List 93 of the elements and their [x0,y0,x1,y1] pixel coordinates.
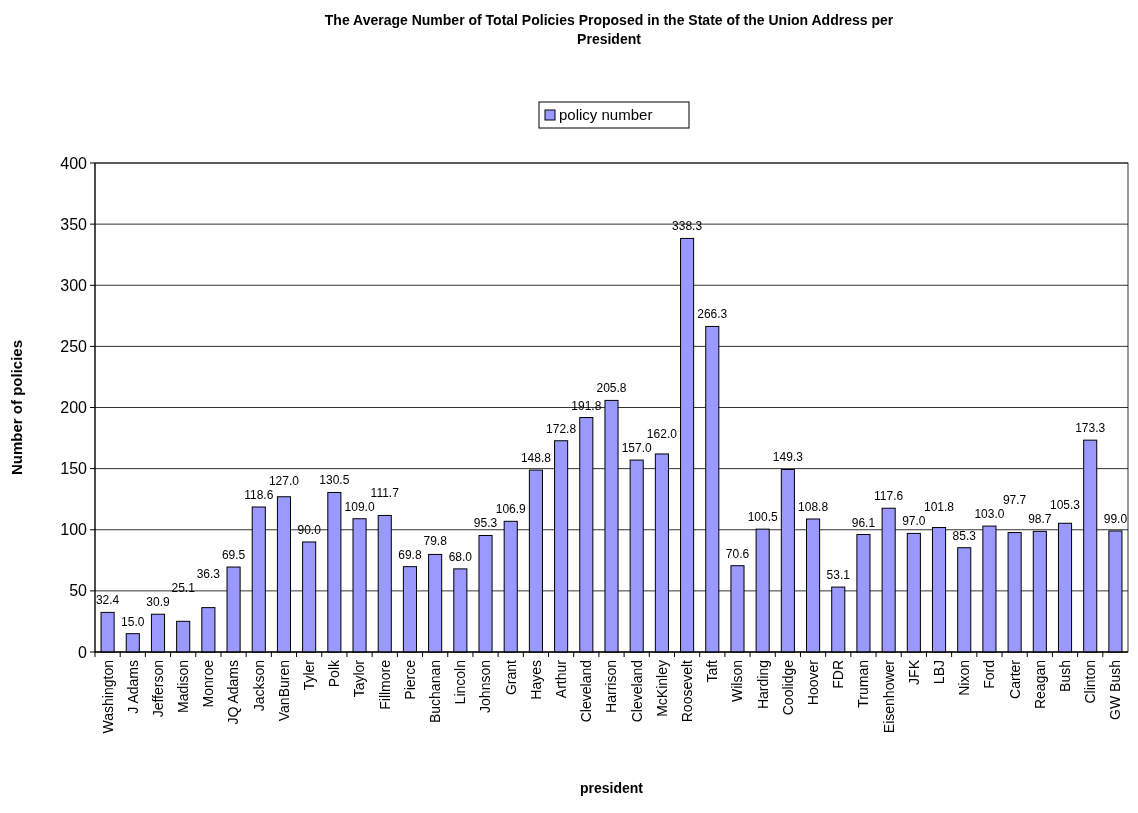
text: 109.0 [344,499,375,514]
text: 338.3 [672,219,703,234]
x-tick-label: Pierce [401,659,418,700]
x-tick-label: Arthur [553,659,570,699]
text: 69.5 [221,548,246,563]
x-tick-label: Tyler [301,659,318,691]
text: 53.1 [826,568,850,583]
y-tick-label: 200 [60,399,88,417]
x-tick-label: Ford [981,660,998,689]
y-tick-label: 150 [60,460,88,478]
x-axis-title: president [579,780,644,796]
y-tick-label: 0 [78,643,88,661]
y-tick-label: 350 [60,215,88,233]
x-tick-label: Polk [326,659,343,688]
x-tick-label: Carter [1006,659,1023,699]
x-tick-label: JFK [905,659,922,685]
x-tick-label: Grant [502,659,519,696]
x-tick-label: Lincoln [452,660,469,705]
x-tick-label: VanBuren [275,660,292,722]
text: 118.6 [244,488,274,503]
text: 25.1 [171,581,195,596]
text: 97.7 [1002,493,1027,508]
text: 36.3 [196,567,221,582]
text: 117.6 [874,489,904,504]
x-tick-label: Hoover [804,659,821,706]
text: 108.8 [798,499,829,514]
text: 266.3 [697,307,728,322]
text: 106.9 [495,502,526,517]
text: 98.7 [1028,512,1052,527]
y-tick-label: 400 [60,154,88,172]
text: 95.3 [473,516,498,531]
x-tick-label: Madison [175,660,192,713]
text: 103.0 [974,507,1005,522]
text: 100.5 [747,510,778,525]
x-tick-label: Harding [754,660,771,710]
text: 101.8 [924,500,955,515]
x-tick-label: JQ Adams [225,660,242,725]
x-tick-label: Washington [99,660,116,734]
x-tick-label: Hayes [527,660,544,700]
text: 162.0 [646,427,677,442]
x-tick-label: Coolidge [779,659,796,716]
text: 111.7 [370,485,399,500]
y-tick-label: 300 [60,276,88,294]
text: 32.4 [95,593,120,608]
text: 173.3 [1075,421,1106,436]
text: 148.8 [520,451,551,466]
x-tick-label: Cleveland [628,660,645,723]
text: 30.9 [146,595,170,610]
x-tick-label: Buchanan [427,660,444,724]
text: 130.5 [319,473,350,488]
text: 157.0 [621,441,652,456]
x-tick-label: Reagan [1031,660,1048,710]
y-tick-label: 50 [69,582,88,600]
x-tick-label: Jefferson [149,660,166,718]
text: 85.3 [952,528,976,543]
y-tick-label: 100 [60,521,88,539]
text: 79.8 [423,533,447,548]
x-tick-label: Taft [704,659,721,683]
text: 96.1 [851,515,876,530]
x-tick-label: Truman [855,660,872,708]
text: 127.0 [268,474,299,489]
x-tick-label: LBJ [930,660,947,685]
x-tick-label: Taylor [351,659,368,698]
x-tick-label: Wilson [729,660,746,703]
text: 69.8 [398,547,422,562]
x-tick-label: Harrison [603,660,620,713]
x-tick-label: Fillmore [376,659,393,710]
text: 205.8 [596,381,627,396]
x-tick-label: J Adams [124,660,141,714]
x-tick-label: Johnson [477,660,494,713]
x-tick-label: Eisenhower [880,659,897,734]
x-tick-label: Roosevelt [678,659,695,723]
x-tick-label: McKinley [653,660,670,717]
text: 99.0 [1103,511,1128,526]
text: 97.0 [902,514,926,529]
text: 68.0 [448,549,473,564]
text: 105.3 [1050,498,1081,513]
chart-title: The Average Number of Total Policies Proposed in the State of the Union Address per President [324,12,894,47]
x-tick-label: Monroe [200,659,217,708]
text: 172.8 [546,421,577,436]
y-tick-label: 250 [60,337,88,355]
y-axis-title: Number of policies [8,339,25,476]
x-tick-label: Clinton [1082,660,1099,704]
text: 149.3 [772,450,803,465]
text: 15.0 [121,614,145,629]
x-tick-label: Jackson [250,660,267,712]
x-tick-label: FDR [830,660,847,689]
text: 70.6 [725,546,750,561]
x-tick-label: Nixon [956,660,973,696]
x-tick-label: Bush [1056,660,1073,692]
x-tick-label: Cleveland [578,660,595,723]
x-tick-label: GW Bush [1107,660,1124,720]
legend-label: policy number [559,106,653,124]
